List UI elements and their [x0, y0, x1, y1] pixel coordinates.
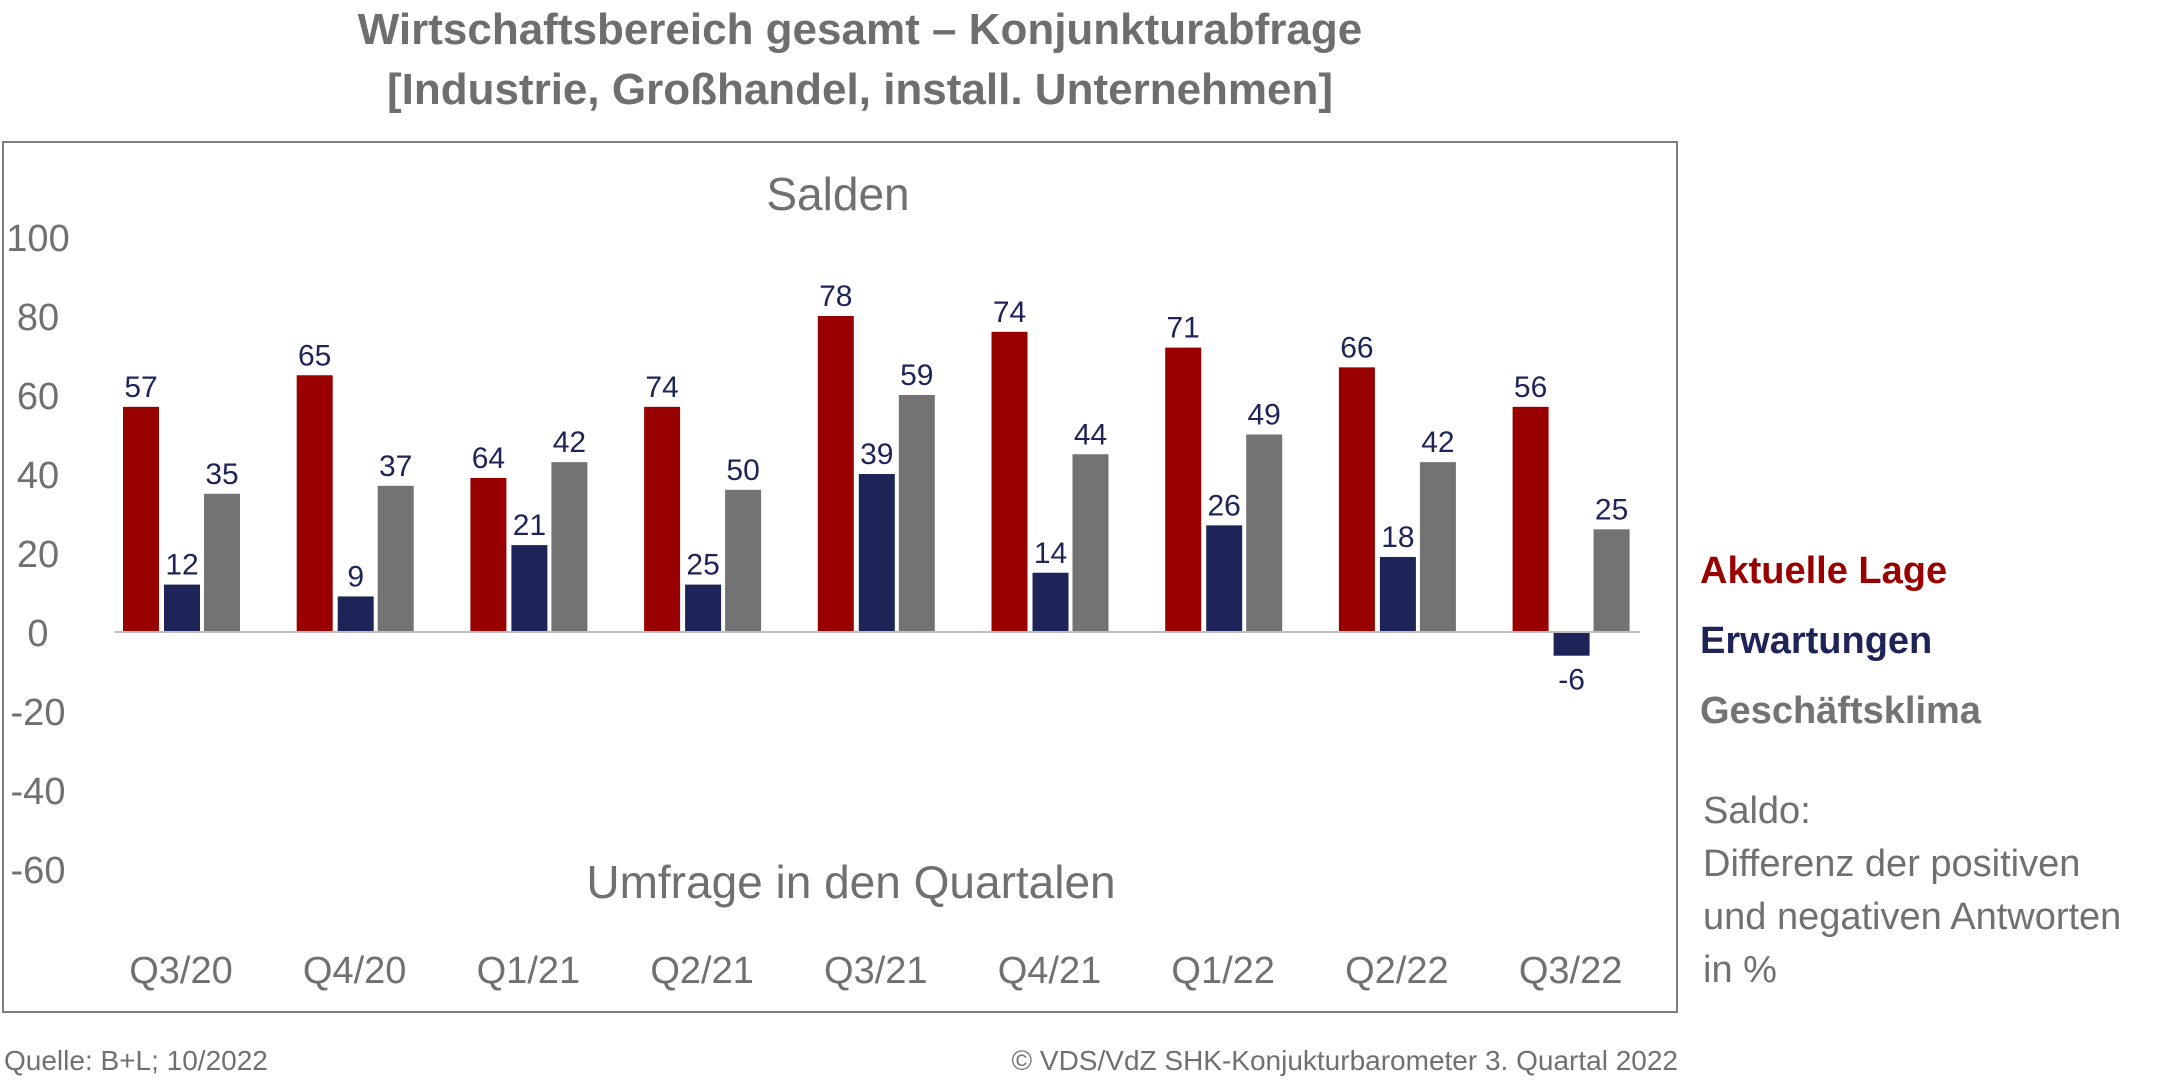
- bar-aktuelle-lage: [644, 406, 681, 632]
- bar-gesch-ftsklima: [1419, 462, 1456, 632]
- legend-item-erwartungen: Erwartungen: [1700, 620, 1933, 662]
- bar-aktuelle-lage: [991, 331, 1028, 632]
- source-note: Quelle: B+L; 10/2022: [4, 1045, 268, 1076]
- y-axis: 100 80 60 40 20 0 -20 -40 -60: [6, 218, 69, 892]
- x-tick-label: Q1/21: [477, 950, 581, 992]
- bar-value-label: 18: [1381, 521, 1414, 554]
- bar-value-label: 26: [1208, 489, 1241, 522]
- x-tick-label: Q4/20: [303, 950, 407, 992]
- plot-frame: [2, 141, 1678, 1013]
- bar-aktuelle-lage: [1512, 406, 1549, 632]
- bar-erwartungen: [1206, 525, 1243, 632]
- x-axis-label: Umfrage in den Quartalen: [586, 856, 1115, 908]
- bar-value-label: 42: [553, 426, 586, 459]
- bar-value-label: 74: [645, 371, 678, 404]
- x-tick-label: Q2/21: [650, 950, 754, 992]
- bar-value-label: 64: [472, 442, 505, 475]
- bar-aktuelle-lage: [1338, 367, 1375, 632]
- bar-value-label: 71: [1167, 312, 1200, 345]
- bar-erwartungen: [1553, 632, 1590, 656]
- bar-value-label: 78: [819, 280, 852, 313]
- chart-title: Wirtschaftsbereich gesamt – Konjunkturab…: [357, 5, 1363, 54]
- bar-erwartungen: [164, 584, 200, 632]
- bar-aktuelle-lage: [817, 316, 854, 632]
- plot-inner-title: Salden: [766, 168, 909, 220]
- bar-aktuelle-lage: [123, 406, 159, 632]
- bar-value-label: 37: [379, 450, 412, 483]
- bar-gesch-ftsklima: [1072, 454, 1109, 632]
- bar-value-label: 25: [686, 549, 719, 582]
- bar-gesch-ftsklima: [204, 493, 240, 632]
- bar-gesch-ftsklima: [377, 485, 414, 632]
- copyright-note: © VDS/VdZ SHK-Konjukturbarometer 3. Quar…: [1011, 1045, 1679, 1076]
- bar-gesch-ftsklima: [1246, 434, 1283, 632]
- bar-value-label: 59: [900, 359, 933, 392]
- y-tick-label: 100: [6, 218, 69, 260]
- bar-value-label: -6: [1558, 664, 1585, 697]
- bar-erwartungen: [685, 584, 722, 632]
- bar-group: [123, 316, 1630, 656]
- bar-value-label: 65: [298, 339, 331, 372]
- y-tick-label: 80: [17, 297, 59, 339]
- bar-gesch-ftsklima: [725, 489, 762, 632]
- bar-aktuelle-lage: [296, 375, 333, 632]
- y-tick-label: 0: [27, 613, 48, 655]
- bar-value-label: 49: [1248, 399, 1281, 432]
- bar-value-label: 14: [1034, 537, 1067, 570]
- bar-aktuelle-lage: [470, 477, 507, 632]
- bar-value-label: 9: [347, 560, 364, 593]
- x-tick-label: Q1/22: [1171, 950, 1275, 992]
- bar-value-label: 39: [860, 438, 893, 471]
- y-tick-label: -60: [11, 850, 66, 892]
- bar-erwartungen: [511, 545, 548, 632]
- bar-aktuelle-lage: [1165, 347, 1202, 632]
- bar-value-label: 50: [726, 454, 759, 487]
- bar-value-label: 56: [1514, 371, 1547, 404]
- chart-subtitle: [Industrie, Großhandel, install. Unterne…: [386, 65, 1334, 114]
- x-tick-label: Q3/22: [1519, 950, 1623, 992]
- x-tick-label: Q4/21: [998, 950, 1102, 992]
- x-tick-label: Q3/20: [129, 950, 233, 992]
- bar-value-label: 35: [205, 458, 238, 491]
- bar-erwartungen: [1379, 556, 1416, 632]
- bar-erwartungen: [858, 474, 895, 632]
- bar-value-label: 25: [1595, 493, 1628, 526]
- bar-value-label: 66: [1340, 331, 1373, 364]
- bar-value-label: 12: [165, 549, 198, 582]
- note-line: Saldo:: [1703, 790, 1811, 832]
- x-axis: Q3/20 Q4/20 Q1/21 Q2/21 Q3/21 Q4/21 Q1/22 Q2/22…: [129, 950, 1622, 992]
- y-tick-label: 40: [17, 455, 59, 497]
- y-tick-label: 20: [17, 534, 59, 576]
- note-line: Differenz der positiven: [1703, 843, 2081, 885]
- y-tick-label: -20: [11, 692, 66, 734]
- y-tick-label: 60: [17, 376, 59, 418]
- saldo-note: Saldo: Differenz der positiven und negat…: [1703, 785, 2163, 997]
- x-tick-label: Q3/21: [824, 950, 928, 992]
- legend-item-geschaeftsklima: Geschäftsklima: [1700, 690, 1981, 732]
- bar-value-label: 74: [993, 296, 1026, 329]
- bar-gesch-ftsklima: [898, 395, 935, 632]
- y-tick-label: -40: [11, 771, 66, 813]
- note-line: in %: [1703, 949, 1777, 991]
- bar-gesch-ftsklima: [1593, 529, 1630, 632]
- x-tick-label: Q2/22: [1345, 950, 1449, 992]
- data-labels: 57 12 35 65 9 37 64 21 42 74 25 50 78 39 59 74 14 44 71 26 4…: [124, 280, 1628, 697]
- legend-item-aktuelle-lage: Aktuelle Lage: [1700, 550, 1948, 592]
- bar-erwartungen: [1032, 572, 1069, 632]
- bar-value-label: 42: [1421, 426, 1454, 459]
- bar-gesch-ftsklima: [551, 462, 588, 632]
- bar-value-label: 44: [1074, 418, 1107, 451]
- bar-value-label: 21: [513, 509, 546, 542]
- bar-erwartungen: [337, 596, 374, 632]
- bar-value-label: 57: [124, 371, 157, 404]
- note-line: und negativen Antworten: [1703, 896, 2122, 938]
